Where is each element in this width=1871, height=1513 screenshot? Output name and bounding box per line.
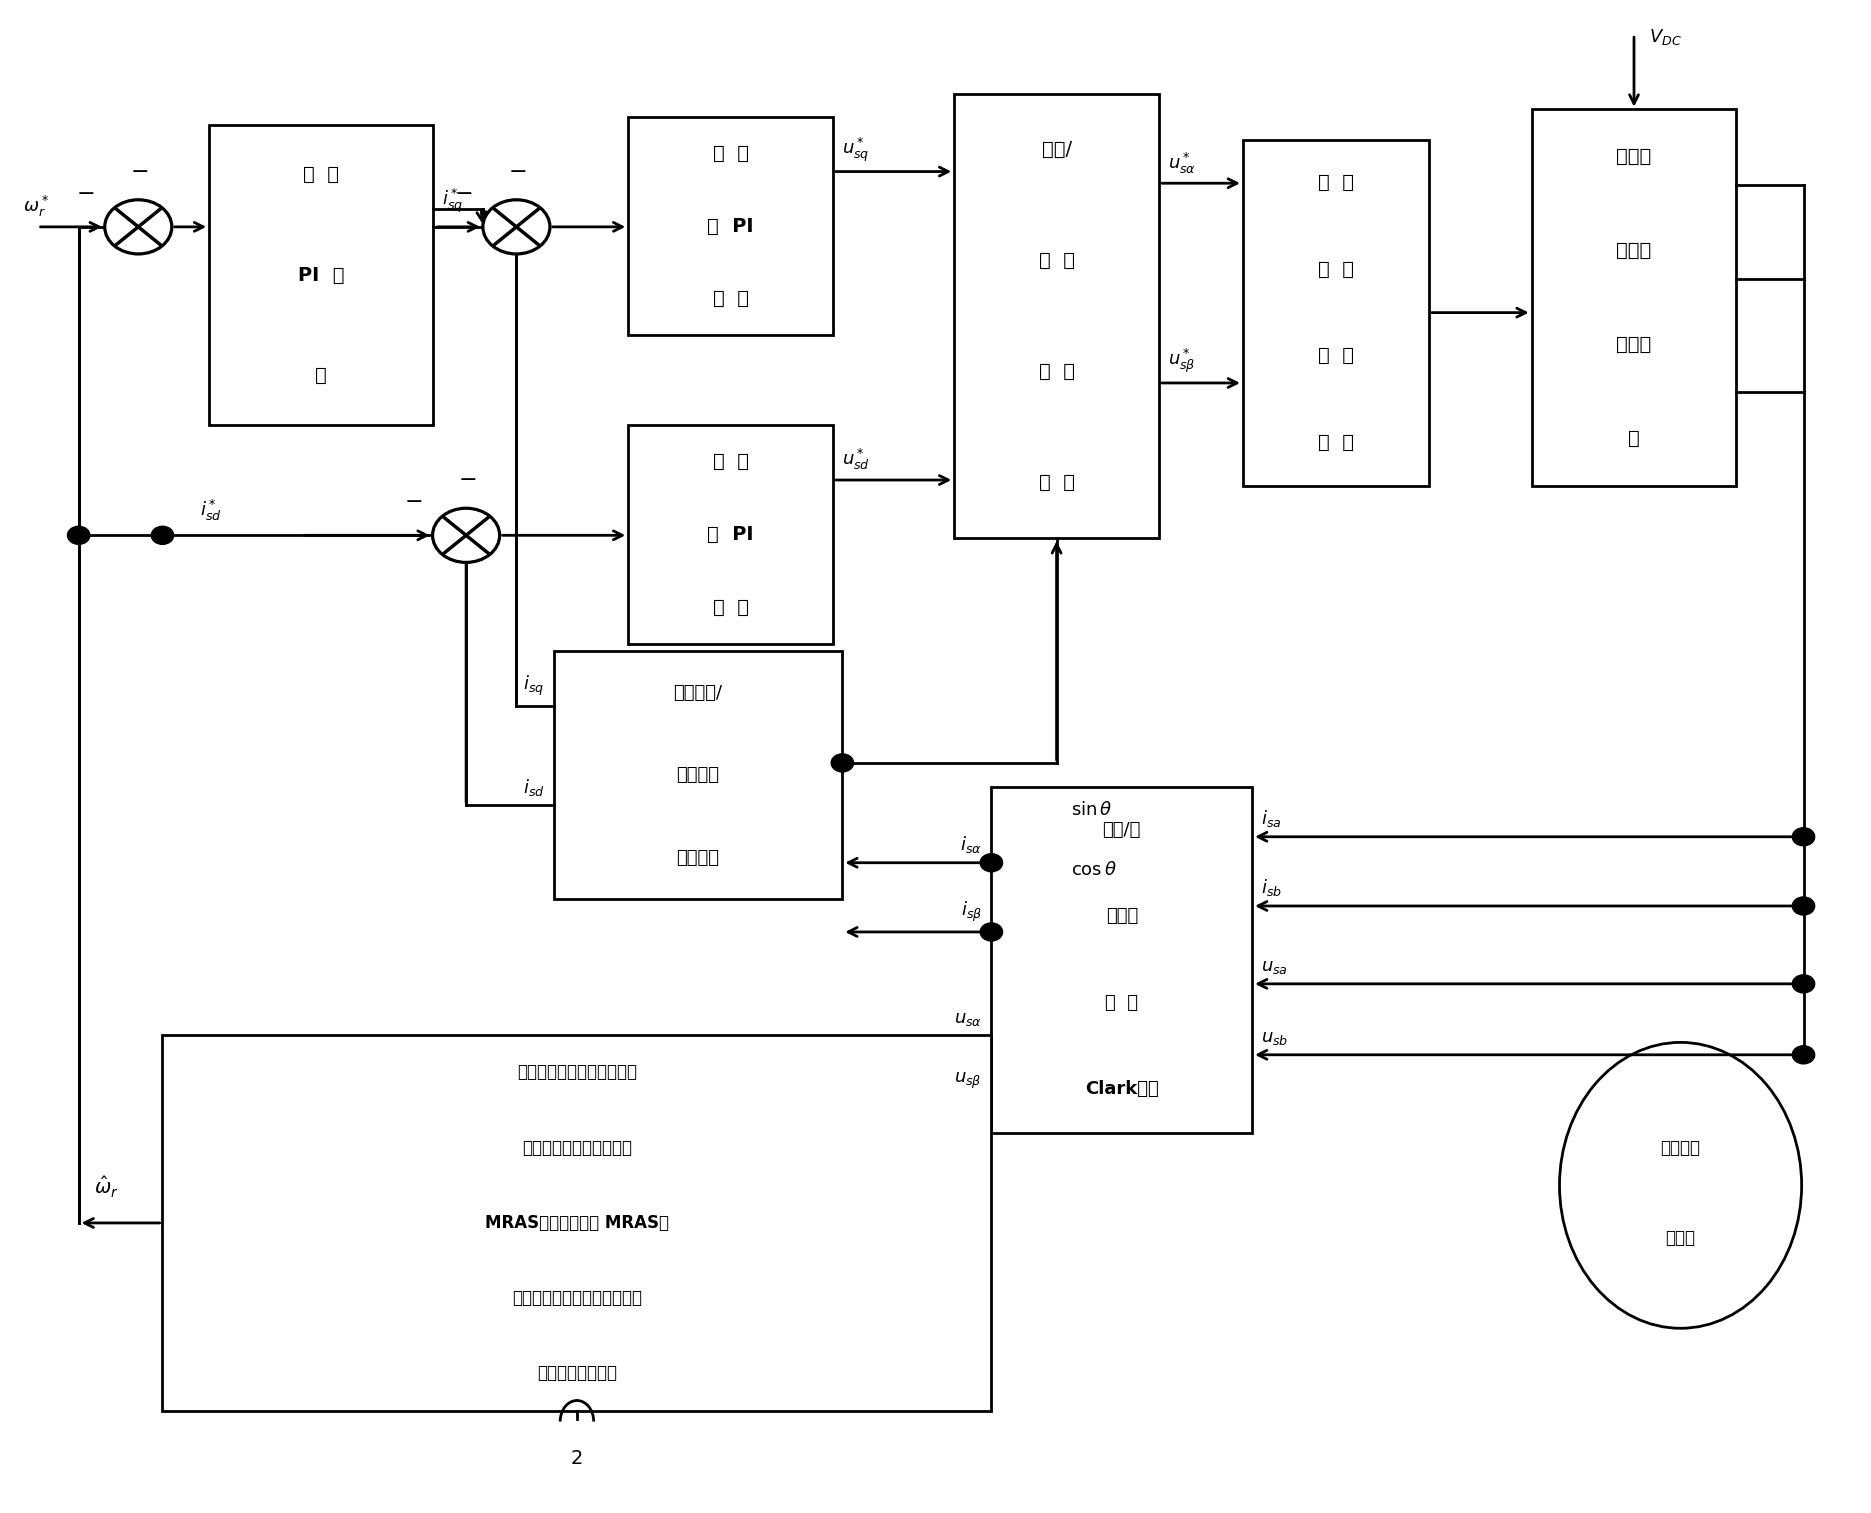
Text: 两相旋转: 两相旋转 xyxy=(677,766,720,784)
Text: 坐  标: 坐 标 xyxy=(1038,363,1074,381)
Text: $i_{sq}^*$: $i_{sq}^*$ xyxy=(442,186,462,215)
Text: −: − xyxy=(77,183,95,204)
Text: $u_{s\beta}$: $u_{s\beta}$ xyxy=(954,1070,982,1091)
Text: 三相/两: 三相/两 xyxy=(1102,822,1141,838)
Text: $u_{sa}$: $u_{sa}$ xyxy=(1261,958,1289,976)
Text: 旋转/: 旋转/ xyxy=(1042,141,1072,159)
Circle shape xyxy=(1792,974,1815,993)
Text: $\sin\theta$: $\sin\theta$ xyxy=(1072,800,1113,819)
Text: −: − xyxy=(455,183,473,204)
Text: 环  PI: 环 PI xyxy=(707,525,754,545)
Bar xyxy=(1242,139,1429,486)
Text: −: − xyxy=(131,162,150,182)
Text: $i_{sd}^*$: $i_{sd}^*$ xyxy=(200,498,221,523)
Text: $\omega_r^*$: $\omega_r^*$ xyxy=(22,194,49,219)
Text: PI  控: PI 控 xyxy=(297,265,344,284)
Text: 三相功: 三相功 xyxy=(1617,147,1652,166)
Text: 电  流: 电 流 xyxy=(713,452,748,472)
Text: 坐  标: 坐 标 xyxy=(1106,994,1138,1012)
Bar xyxy=(629,425,833,643)
Text: 环  PI: 环 PI xyxy=(707,216,754,236)
Text: 变  换: 变 换 xyxy=(1038,474,1074,492)
Text: 空  间: 空 间 xyxy=(1317,174,1355,192)
Bar xyxy=(1532,109,1736,486)
Bar xyxy=(554,651,842,899)
Text: 直接估计；基于转子磁链: 直接估计；基于转子磁链 xyxy=(522,1139,632,1157)
Text: 电动机: 电动机 xyxy=(1665,1229,1695,1247)
Circle shape xyxy=(980,923,1003,941)
Text: 固  定: 固 定 xyxy=(1038,251,1074,271)
Text: 调  制: 调 制 xyxy=(1317,433,1355,452)
Text: 电  流: 电 流 xyxy=(713,144,748,163)
Bar xyxy=(629,117,833,336)
Circle shape xyxy=(831,753,853,772)
Text: $\cos\theta$: $\cos\theta$ xyxy=(1072,861,1117,879)
Text: MRAS、基与反电势 MRAS；: MRAS、基与反电势 MRAS； xyxy=(485,1213,670,1232)
Bar xyxy=(163,1035,992,1412)
Text: $u_{sd}^*$: $u_{sd}^*$ xyxy=(842,448,870,472)
Text: $u_{sb}$: $u_{sb}$ xyxy=(1261,1029,1289,1047)
Ellipse shape xyxy=(1560,1042,1802,1328)
Circle shape xyxy=(1792,1045,1815,1064)
Bar xyxy=(992,787,1252,1133)
Text: 坐标变换: 坐标变换 xyxy=(677,849,720,867)
Circle shape xyxy=(67,527,90,545)
Circle shape xyxy=(152,527,174,545)
Text: $V_{DC}$: $V_{DC}$ xyxy=(1648,27,1682,47)
Text: 脉  宽: 脉 宽 xyxy=(1317,346,1355,365)
Text: $i_{sd}$: $i_{sd}$ xyxy=(522,776,544,797)
Text: 相静止: 相静止 xyxy=(1106,908,1138,926)
Text: 两相静止/: 两相静止/ xyxy=(674,684,722,702)
Text: 单一的转速辨识方法：开环: 单一的转速辨识方法：开环 xyxy=(516,1064,636,1082)
Text: $i_{sq}$: $i_{sq}$ xyxy=(524,675,544,699)
Text: $u_{s\beta}^*$: $u_{s\beta}^*$ xyxy=(1168,346,1196,375)
Text: 矢  量: 矢 量 xyxy=(1317,260,1355,278)
Circle shape xyxy=(1792,897,1815,915)
Text: Clark变换: Clark变换 xyxy=(1085,1080,1158,1098)
Text: $u_{sq}^*$: $u_{sq}^*$ xyxy=(842,136,870,163)
Text: $i_{s\alpha}$: $i_{s\alpha}$ xyxy=(960,834,982,855)
Text: 控  制: 控 制 xyxy=(713,289,748,309)
Text: 交流异步: 交流异步 xyxy=(1661,1139,1701,1157)
Text: 速  度: 速 度 xyxy=(303,165,339,185)
Text: 控  制: 控 制 xyxy=(713,598,748,617)
Circle shape xyxy=(980,853,1003,871)
Text: −: − xyxy=(458,471,477,490)
Circle shape xyxy=(105,200,172,254)
Text: $i_{sa}$: $i_{sa}$ xyxy=(1261,808,1282,829)
Bar xyxy=(954,94,1158,539)
Text: 2: 2 xyxy=(571,1448,584,1468)
Text: $i_{sb}$: $i_{sb}$ xyxy=(1261,878,1282,899)
Text: 器: 器 xyxy=(1628,430,1639,448)
Text: −: − xyxy=(404,492,423,513)
Text: 率电压: 率电压 xyxy=(1617,241,1652,260)
Text: $u_{s\alpha}$: $u_{s\alpha}$ xyxy=(954,1011,982,1029)
Text: $i_{s\beta}$: $i_{s\beta}$ xyxy=(962,900,982,924)
Text: 扩展卡尔曼滤波等: 扩展卡尔曼滤波等 xyxy=(537,1365,617,1383)
Text: 其它方法：全阶磁通观测器、: 其它方法：全阶磁通观测器、 xyxy=(513,1289,642,1307)
Text: $u_{s\alpha}^*$: $u_{s\alpha}^*$ xyxy=(1168,151,1196,176)
Text: 制: 制 xyxy=(314,366,327,384)
Bar xyxy=(210,124,432,425)
Text: −: − xyxy=(509,162,528,182)
Circle shape xyxy=(432,508,500,563)
Circle shape xyxy=(1792,828,1815,846)
Text: 源逆变: 源逆变 xyxy=(1617,334,1652,354)
Text: $\hat{\omega}_r$: $\hat{\omega}_r$ xyxy=(94,1176,118,1200)
Circle shape xyxy=(483,200,550,254)
